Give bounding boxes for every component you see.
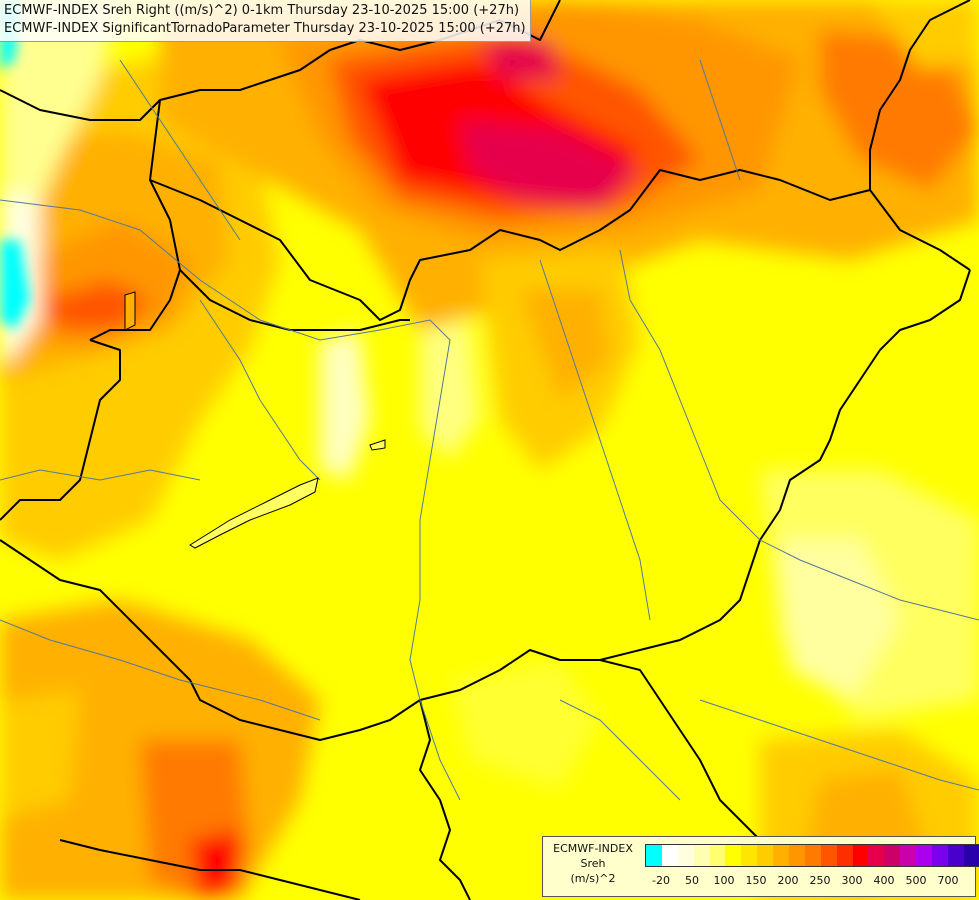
legend-swatch (868, 845, 885, 866)
legend-swatch (677, 845, 694, 866)
legend-swatch (836, 845, 853, 866)
legend-swatch (916, 845, 933, 866)
legend-tick-label: 250 (809, 874, 831, 887)
legend-title: ECMWF-INDEX Sreh (m/s)^2 (543, 841, 643, 886)
legend-tick-label: 150 (745, 874, 767, 887)
legend-swatch (852, 845, 869, 866)
legend-colorbar (645, 844, 979, 867)
legend-swatch (947, 845, 964, 866)
legend-swatch (932, 845, 948, 866)
lake-small (369, 439, 386, 451)
legend: ECMWF-INDEX Sreh (m/s)^2 -20 50 100 150 200 2… (542, 836, 979, 897)
legend-tick-label: 50 (685, 874, 699, 887)
legend-variable: Sreh (580, 857, 606, 870)
rivers (0, 59, 979, 801)
legend-swatch (646, 845, 662, 866)
legend-swatch (789, 845, 805, 866)
legend-swatch (709, 845, 726, 866)
legend-tick-label: 100 (713, 874, 735, 887)
legend-ticks: -20 50 100 150 200 250 300 400 500 700 (645, 874, 975, 890)
legend-swatch (741, 845, 758, 866)
legend-swatch (773, 845, 790, 866)
title-box: ECMWF-INDEX Sreh Right ((m/s)^2) 0-1km T… (0, 0, 531, 42)
legend-tick-label: 300 (841, 874, 863, 887)
legend-tick-label: 400 (873, 874, 895, 887)
legend-swatch (661, 845, 678, 866)
legend-swatch (693, 845, 710, 866)
title-line-1: ECMWF-INDEX Sreh Right ((m/s)^2) 0-1km T… (4, 3, 520, 18)
legend-model: ECMWF-INDEX (553, 842, 633, 855)
lake-balaton (189, 477, 319, 549)
legend-swatch (900, 845, 917, 866)
legend-tick-label: 200 (777, 874, 799, 887)
legend-tick-label: 700 (937, 874, 959, 887)
title-line-2: ECMWF-INDEX SignificantTornadoParameter … (4, 21, 526, 36)
legend-unit: (m/s)^2 (570, 872, 616, 885)
legend-swatch (757, 845, 774, 866)
legend-swatch (884, 845, 901, 866)
legend-swatch (963, 845, 979, 866)
legend-tick-label: -20 (652, 874, 670, 887)
lake-neusiedl (124, 291, 136, 331)
legend-swatch (820, 845, 837, 866)
legend-swatch (804, 845, 821, 866)
legend-swatch (725, 845, 742, 866)
legend-tick-label: 500 (905, 874, 927, 887)
